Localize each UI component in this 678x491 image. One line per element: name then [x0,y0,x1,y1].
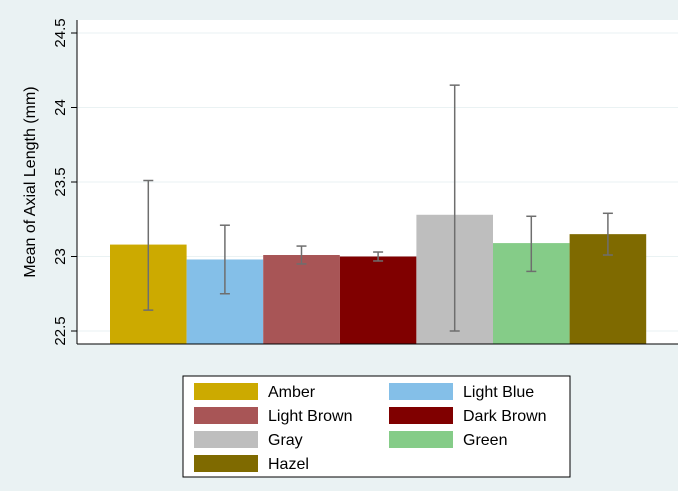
legend-label: Hazel [268,456,309,473]
legend-label: Gray [268,432,303,449]
legend-swatch [389,407,453,424]
legend-swatch [194,383,258,400]
y-axis-label: Mean of Axial Length (mm) [22,86,39,277]
legend-swatch [194,407,258,424]
legend-swatch [194,455,258,472]
legend-label: Light Brown [268,408,353,425]
y-tick-label: 23.5 [52,167,69,196]
legend: Amber Light Blue Light Brown Dark Brown Gray… [182,375,571,478]
bar-dark-brown [339,256,417,344]
error-bars [143,84,613,332]
bar-light-brown [263,255,340,344]
legend-swatch [389,383,453,400]
legend-swatch [194,431,258,448]
y-tick-label: 24 [52,99,69,116]
legend-label: Amber [268,384,316,401]
axes: 22.5 23 23.5 24 24.5 [52,18,678,346]
legend-label: Light Blue [463,384,534,401]
legend-swatch [389,431,453,448]
y-tick-label: 24.5 [52,18,69,47]
y-tick-label: 22.5 [52,316,69,345]
legend-label: Dark Brown [463,408,547,425]
y-tick-label: 23 [52,248,69,265]
legend-label: Green [463,432,507,449]
